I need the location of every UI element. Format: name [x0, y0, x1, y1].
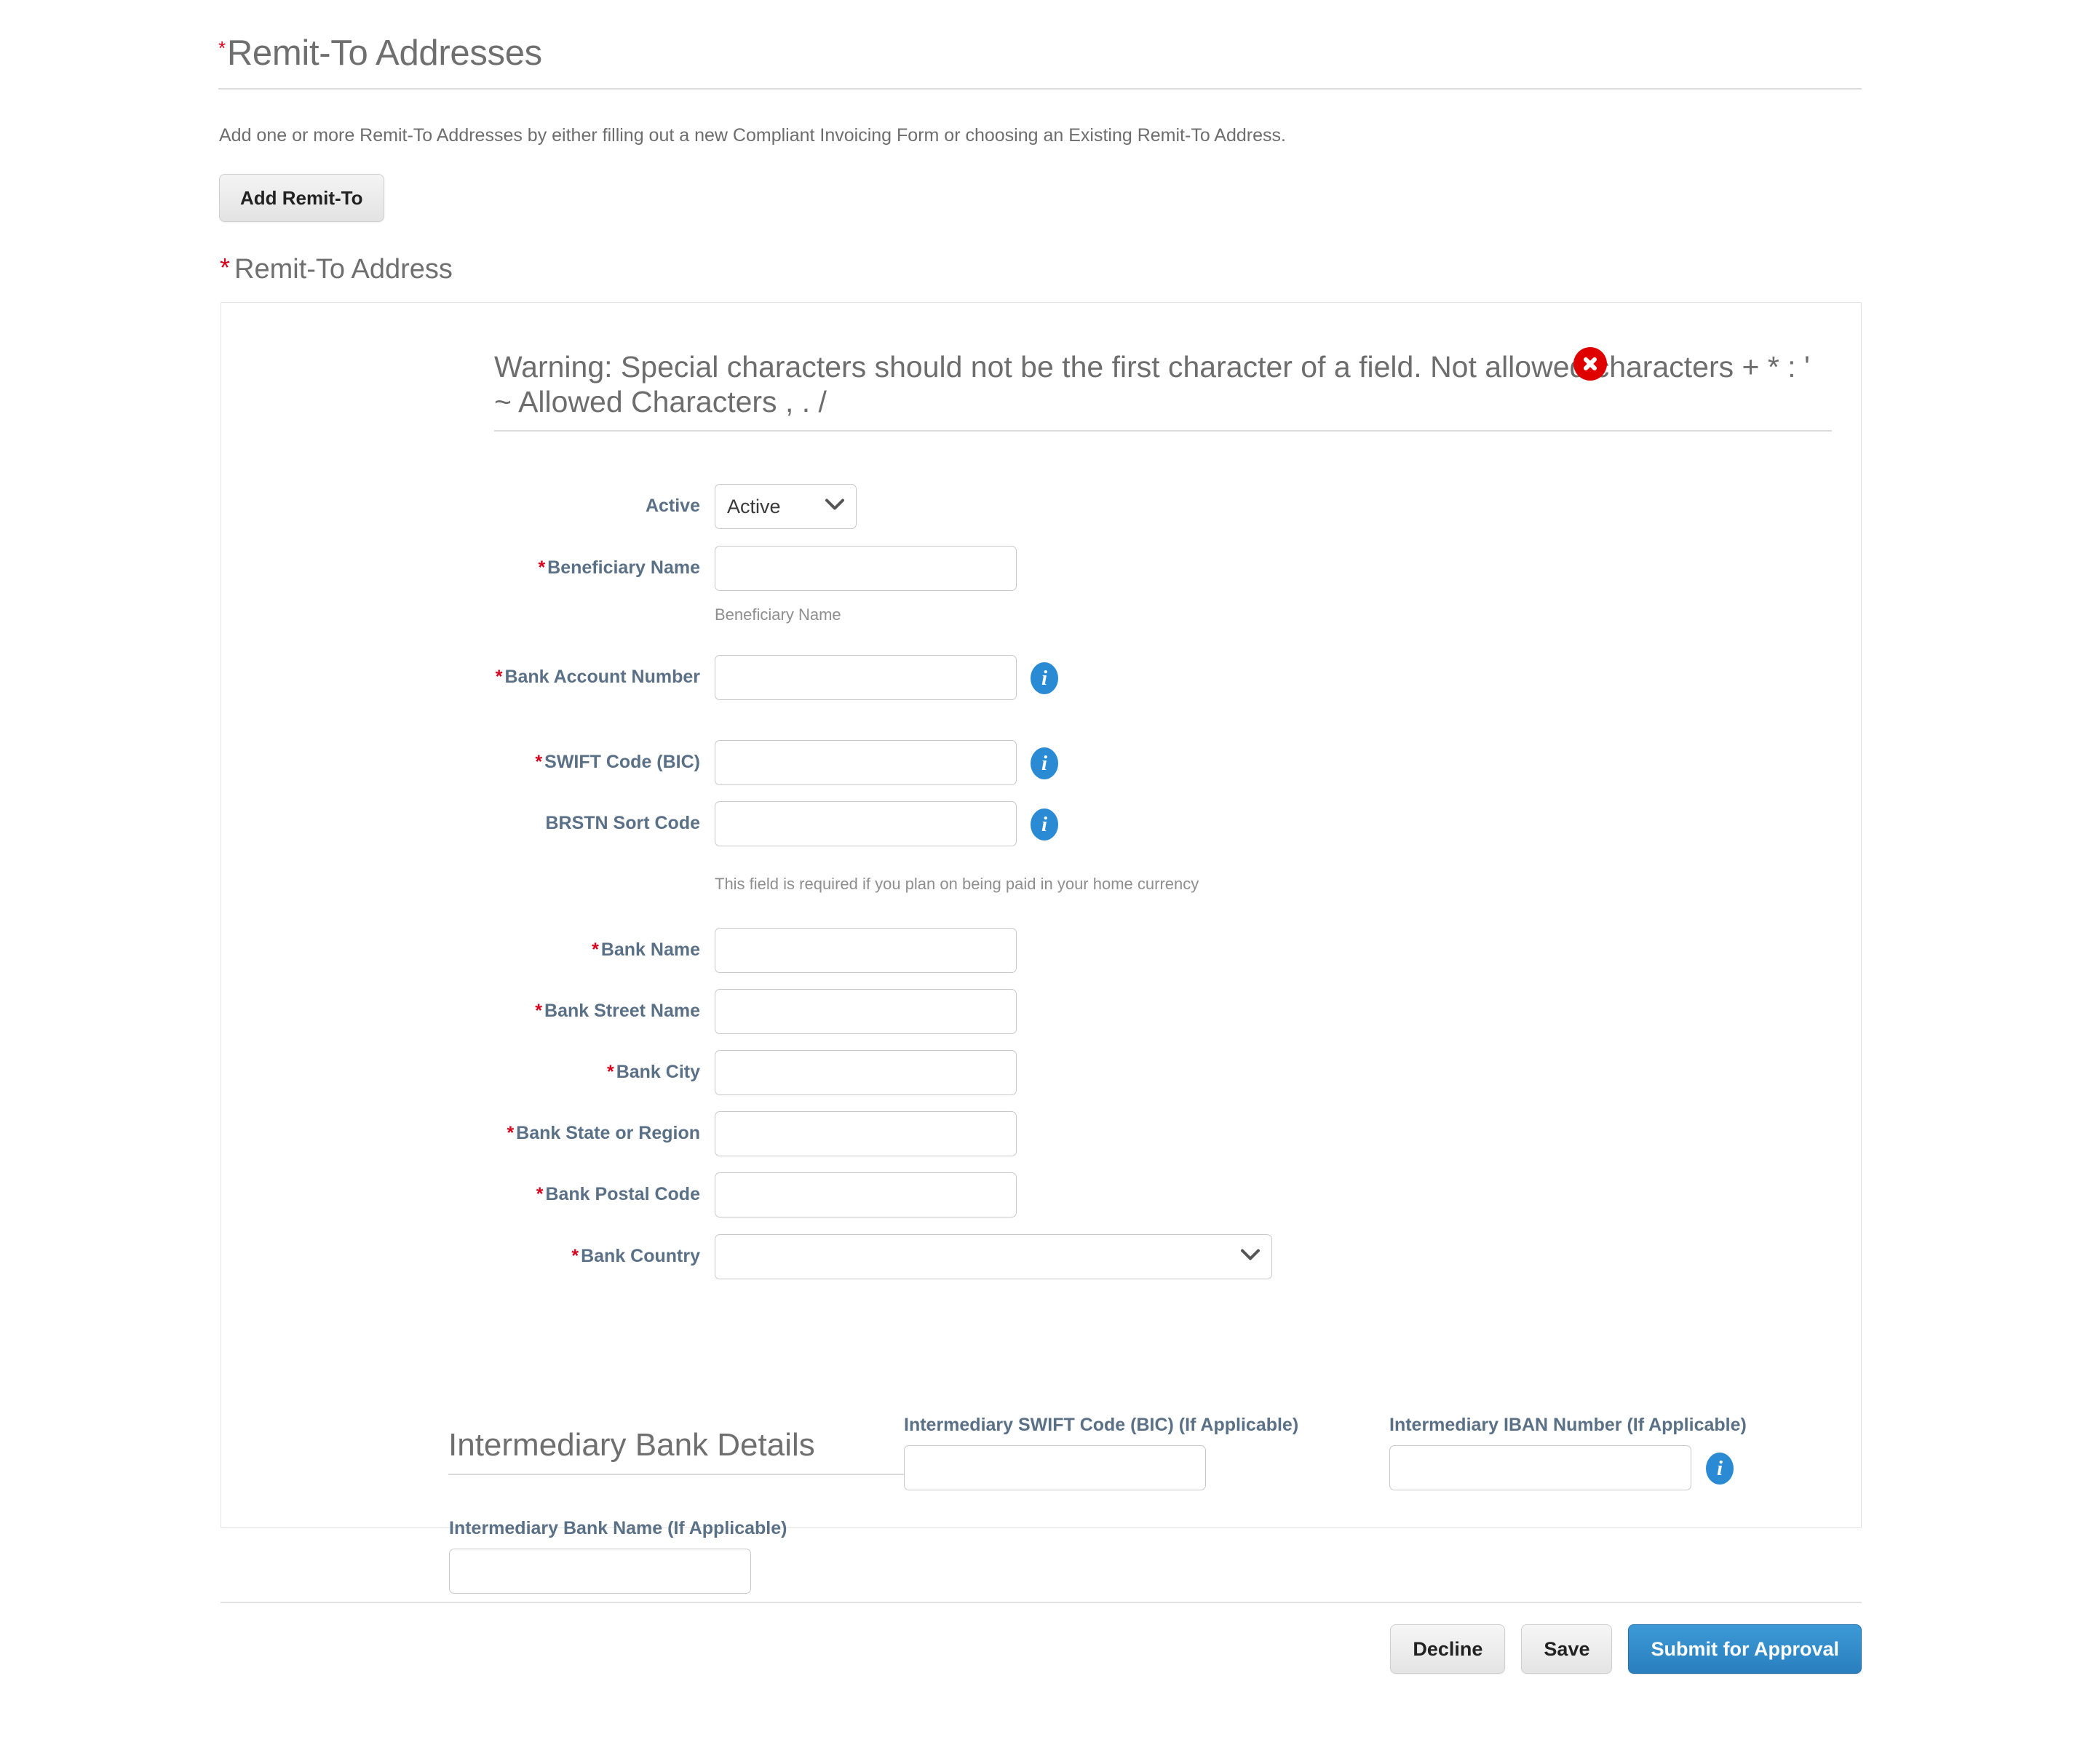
bank-postal-code-label-text: Bank Postal Code [545, 1184, 700, 1204]
active-select[interactable]: Active [715, 484, 857, 529]
field-row-bank-account-number: * Bank Account Number i [494, 655, 1832, 700]
intermediary-swift-code-label: Intermediary SWIFT Code (BIC) (If Applic… [904, 1415, 1299, 1435]
bank-street-name-label-text: Bank Street Name [544, 1001, 700, 1021]
section-header: *Remit-To Addresses [218, 33, 1862, 90]
close-x-glyph [1584, 357, 1597, 370]
submit-for-approval-button[interactable]: Submit for Approval [1628, 1624, 1862, 1674]
required-asterisk: * [592, 939, 599, 960]
bank-city-label: * Bank City [494, 1050, 700, 1084]
bank-city-input[interactable] [715, 1050, 1017, 1095]
required-asterisk: * [507, 1123, 515, 1143]
bank-name-label-text: Bank Name [600, 939, 700, 960]
field-row-brstn-sort-code: BRSTN Sort Code i [494, 801, 1832, 846]
field-row-active: Active Active [494, 484, 1832, 529]
active-label: Active [645, 496, 700, 516]
field-row-bank-name: * Bank Name [494, 928, 1832, 973]
remit-to-address-panel: Warning: Special characters should not b… [221, 302, 1862, 1594]
required-asterisk: * [538, 557, 546, 578]
required-asterisk: * [495, 667, 503, 687]
footer-actions: Decline Save Submit for Approval [1390, 1624, 1862, 1674]
bank-account-number-input[interactable] [715, 655, 1017, 700]
bank-city-label-text: Bank City [616, 1062, 700, 1082]
beneficiary-name-helper: Beneficiary Name [715, 605, 841, 624]
brstn-sort-code-input[interactable] [715, 801, 1017, 846]
beneficiary-name-input[interactable] [715, 546, 1017, 591]
field-row-bank-street-name: * Bank Street Name [494, 989, 1832, 1034]
bank-country-label: * Bank Country [494, 1234, 700, 1268]
close-icon[interactable] [1573, 347, 1607, 381]
required-asterisk: * [606, 1062, 614, 1082]
field-row-bank-state-or-region: * Bank State or Region [494, 1111, 1832, 1156]
bank-street-name-input[interactable] [715, 989, 1017, 1034]
field-row-bank-city: * Bank City [494, 1050, 1832, 1095]
brstn-sort-code-helper: This field is required if you plan on be… [715, 875, 1199, 893]
brstn-sort-code-label: BRSTN Sort Code [494, 801, 701, 835]
remit-to-address-subtitle-text: Remit-To Address [234, 254, 453, 285]
required-asterisk: * [535, 752, 543, 772]
footer-divider [221, 1602, 1862, 1603]
section-description: Add one or more Remit-To Addresses by ei… [219, 125, 1286, 146]
bank-name-label: * Bank Name [494, 928, 700, 962]
info-icon[interactable]: i [1031, 662, 1058, 694]
info-icon[interactable]: i [1031, 808, 1058, 841]
field-row-beneficiary-name: * Beneficiary Name [494, 546, 1832, 591]
bank-state-or-region-input[interactable] [715, 1111, 1017, 1156]
field-row-bank-country: * Bank Country [494, 1234, 1832, 1279]
bank-postal-code-input[interactable] [715, 1172, 1017, 1217]
beneficiary-name-label: * Beneficiary Name [494, 546, 700, 580]
info-icon[interactable]: i [1031, 747, 1058, 779]
intermediary-iban-number-label: Intermediary IBAN Number (If Applicable) [1389, 1415, 1747, 1435]
beneficiary-name-label-text: Beneficiary Name [547, 557, 700, 578]
intermediary-iban-number-input[interactable] [1389, 1445, 1691, 1490]
warning-banner: Warning: Special characters should not b… [494, 350, 1832, 432]
bank-street-name-label: * Bank Street Name [494, 989, 700, 1023]
save-button[interactable]: Save [1521, 1624, 1613, 1674]
intermediary-swift-code-input[interactable] [904, 1445, 1206, 1490]
bank-country-label-text: Bank Country [581, 1246, 700, 1266]
required-asterisk: * [535, 1001, 543, 1021]
active-select-wrap: Active [715, 484, 857, 529]
remit-to-address-subtitle: * Remit-To Address [220, 253, 453, 285]
required-asterisk: * [218, 37, 226, 59]
bank-state-or-region-label-text: Bank State or Region [516, 1123, 700, 1143]
page-title: *Remit-To Addresses [218, 33, 1862, 90]
bank-country-select-wrap [715, 1234, 1272, 1279]
bank-account-number-label: * Bank Account Number [494, 655, 700, 689]
bank-postal-code-label: * Bank Postal Code [494, 1172, 700, 1207]
intermediary-bank-name-input[interactable] [449, 1549, 751, 1594]
intermediary-bank-name-label: Intermediary Bank Name (If Applicable) [449, 1518, 787, 1538]
brstn-sort-code-label-text: BRSTN Sort Code [545, 813, 701, 833]
required-asterisk: * [220, 253, 231, 282]
swift-code-label-text: SWIFT Code (BIC) [544, 752, 700, 772]
required-asterisk: * [536, 1184, 544, 1204]
swift-code-label: * SWIFT Code (BIC) [494, 740, 700, 774]
bank-country-select[interactable] [715, 1234, 1272, 1279]
bank-state-or-region-label: * Bank State or Region [494, 1111, 700, 1145]
field-row-bank-postal-code: * Bank Postal Code [494, 1172, 1832, 1217]
bank-account-number-label-text: Bank Account Number [504, 667, 700, 687]
warning-message: Warning: Special characters should not b… [494, 350, 1832, 432]
field-row-swift-code: * SWIFT Code (BIC) i [494, 740, 1832, 785]
decline-button[interactable]: Decline [1390, 1624, 1506, 1674]
required-asterisk: * [571, 1246, 579, 1266]
swift-code-input[interactable] [715, 740, 1017, 785]
bank-name-input[interactable] [715, 928, 1017, 973]
intermediary-bank-details-title: Intermediary Bank Details [448, 1427, 905, 1475]
info-icon[interactable]: i [1706, 1453, 1734, 1485]
page-title-text: Remit-To Addresses [226, 33, 542, 73]
add-remit-to-button[interactable]: Add Remit-To [219, 174, 384, 222]
